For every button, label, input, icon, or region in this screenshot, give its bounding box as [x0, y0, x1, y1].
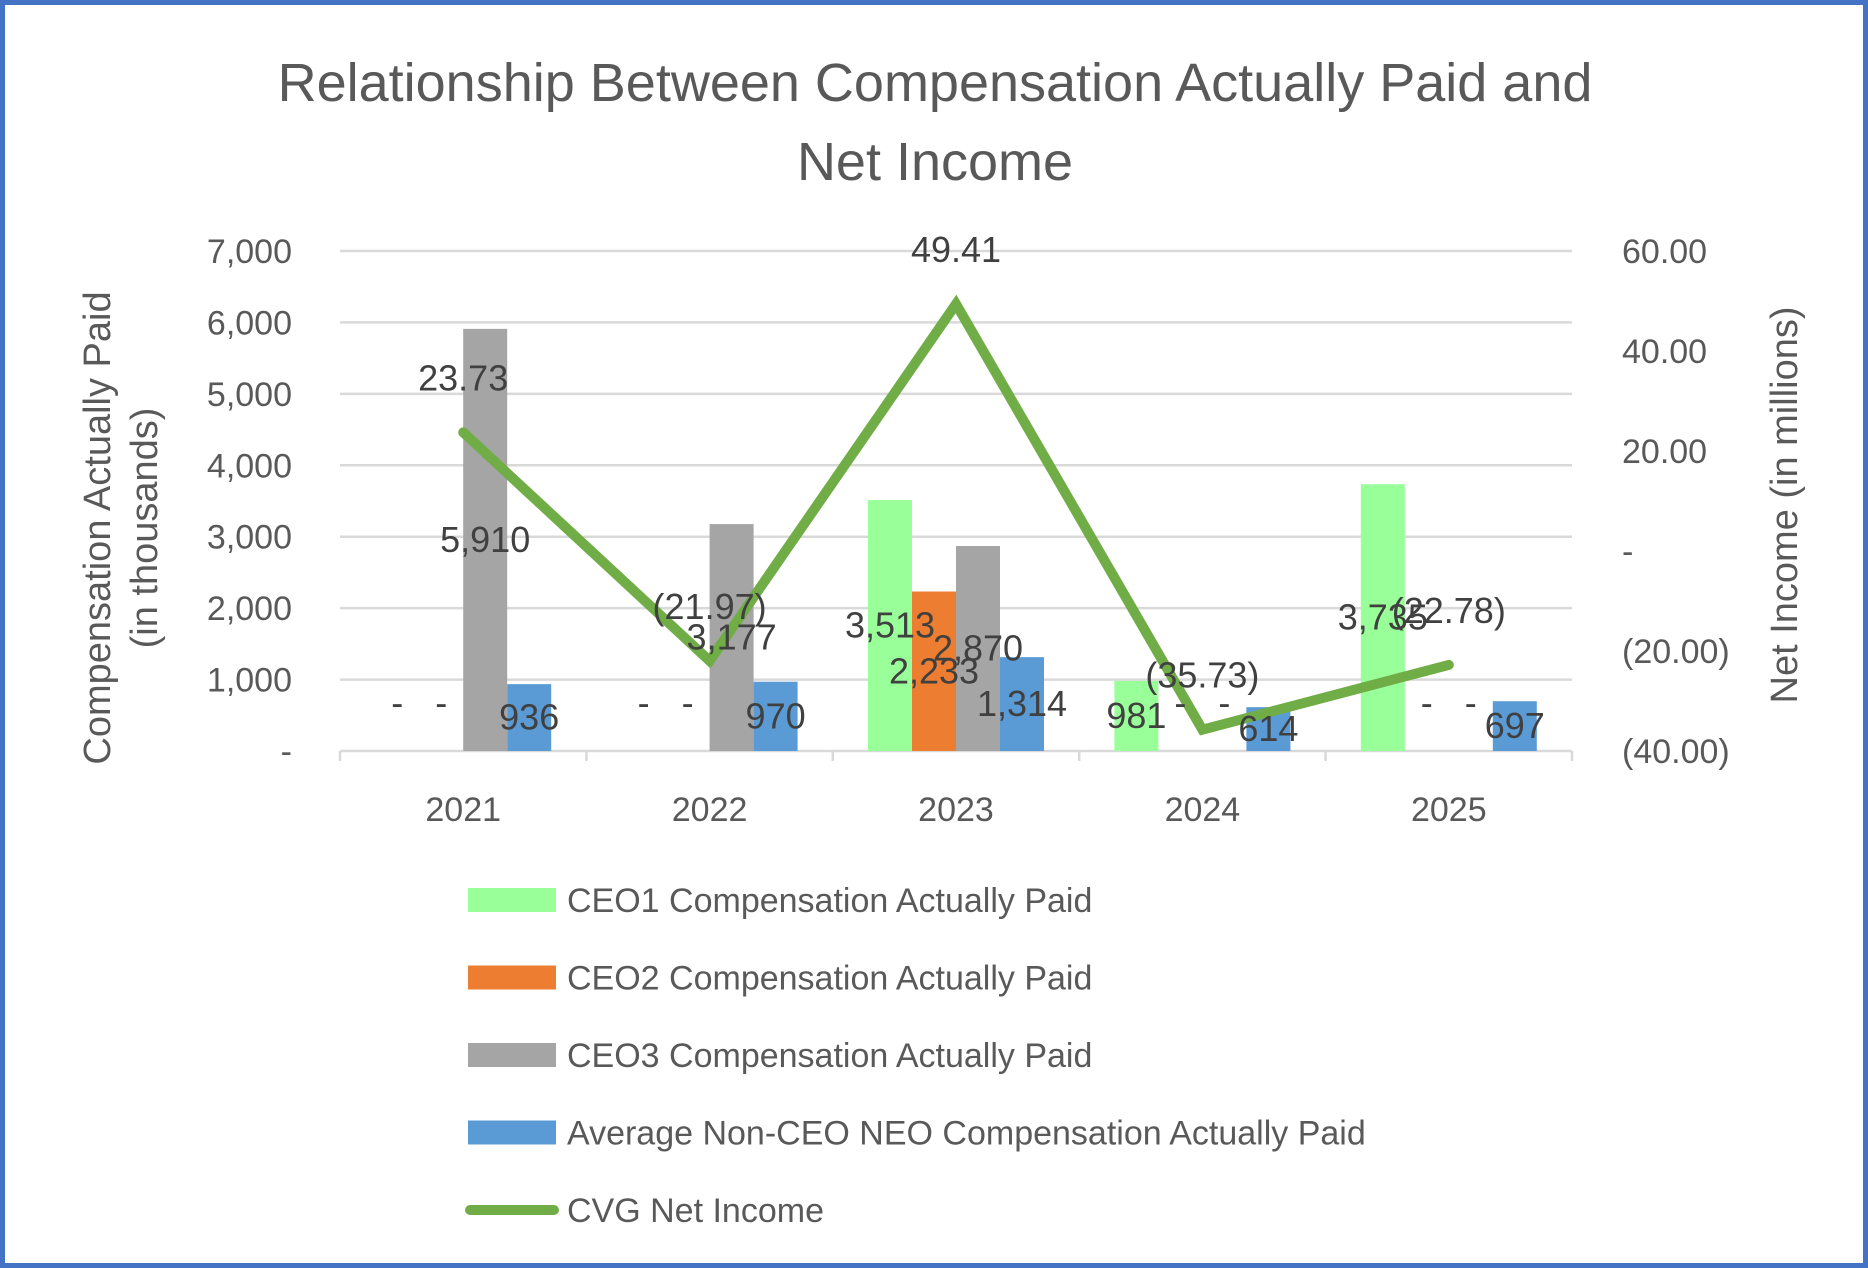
x-tick-label: 2021 [425, 791, 501, 829]
bar [1492, 701, 1537, 751]
axes: - 1,000 2,000 3,000 4,000 5,000 6,000 7,000 (40.… [207, 233, 1730, 829]
legend-label: CEO3 Compensation Actually Paid [567, 1037, 1092, 1075]
y-tick-label: 2,000 [207, 590, 292, 628]
bar-data-label: 2,233 [889, 650, 979, 691]
line-data-label: (22.78) [1392, 590, 1506, 631]
line-point [462, 431, 465, 434]
legend-label: Average Non-CEO NEO Compensation Actuall… [567, 1115, 1366, 1153]
bar [956, 546, 1000, 751]
bar-data-label: - [435, 682, 447, 723]
legend: CEO1 Compensation Actually Paid CEO2 Comp… [465, 882, 1366, 1230]
bar [507, 684, 552, 751]
y-axis-title-line-1: Compensation Actually Paid [77, 291, 119, 764]
x-tick-label: 2022 [672, 791, 748, 829]
bar-data-label: 5,910 [440, 519, 530, 560]
net-income-line-group [458, 294, 1454, 736]
line-data-label: (35.73) [1145, 655, 1259, 696]
bar-data-label: - [1465, 682, 1477, 723]
bar-data-label: 3,177 [687, 617, 777, 658]
bar-data-label: 936 [499, 697, 559, 738]
line-point [1447, 663, 1450, 666]
bar [868, 500, 912, 751]
y-tick-label: 5,000 [207, 376, 292, 414]
y2-tick-label: 20.00 [1622, 433, 1707, 471]
legend-label: CEO2 Compensation Actually Paid [567, 960, 1092, 998]
bars [463, 328, 1537, 751]
bar-data-label: 3,735 [1338, 597, 1428, 638]
y-tick-label: - [281, 733, 292, 771]
gridlines [340, 249, 1572, 681]
bar-data-label: 981 [1106, 695, 1166, 736]
bar-data-label: - [1218, 682, 1230, 723]
x-tick-label: 2024 [1165, 791, 1241, 829]
bar-data-label: - [1174, 682, 1186, 723]
line-data-label: 23.73 [418, 357, 508, 398]
bar-data-label: 614 [1238, 708, 1298, 749]
y-tick-label: 6,000 [207, 304, 292, 342]
y2-tick-label: 40.00 [1622, 333, 1707, 371]
bar [1360, 484, 1405, 751]
line-point [708, 659, 711, 662]
x-tick-label: 2023 [918, 791, 994, 829]
y-tick-label: 1,000 [207, 662, 292, 700]
chart-title-line-2: Net Income [797, 132, 1073, 192]
bar-data-label: 3,513 [845, 605, 935, 646]
chart-title-line-1: Relationship Between Compensation Actual… [278, 53, 1593, 113]
y-axis-title-line-2: (in thousands) [124, 408, 166, 649]
y2-tick-label: (20.00) [1622, 633, 1730, 671]
y2-tick-label: - [1622, 533, 1633, 571]
bar [463, 328, 508, 751]
bar-data-label: - [638, 682, 650, 723]
bar [1000, 657, 1044, 751]
y-tick-label: 4,000 [207, 447, 292, 485]
y-tick-label: 3,000 [207, 519, 292, 557]
y2-axis-title: Net Income (in millions) [1764, 307, 1806, 704]
y2-tick-label: (40.00) [1622, 733, 1730, 771]
x-tick-label: 2025 [1411, 791, 1487, 829]
line-data-label: (21.97) [653, 586, 767, 627]
bar-data-label: 1,314 [977, 683, 1067, 724]
bar-data-label: 2,870 [933, 628, 1023, 669]
legend-label: CEO1 Compensation Actually Paid [567, 882, 1092, 920]
legend-swatch [468, 1043, 556, 1067]
legend-swatch [468, 888, 556, 912]
bar [1114, 680, 1159, 751]
bar [912, 591, 956, 751]
bar-data-label: - [1421, 682, 1433, 723]
bar-data-label: 697 [1485, 705, 1545, 746]
legend-swatch [468, 1120, 556, 1145]
chart-svg: Relationship Between Compensation Actual… [77, 53, 1806, 1230]
y2-tick-label: 60.00 [1622, 233, 1707, 271]
line-data-label: 49.41 [911, 229, 1001, 270]
line-point [1201, 728, 1204, 731]
legend-label: CVG Net Income [567, 1192, 824, 1230]
bar-data-label: - [391, 682, 403, 723]
legend-swatch [468, 965, 556, 990]
bar-data-label: - [682, 682, 694, 723]
bar-data-label: 970 [746, 695, 806, 736]
bar [753, 681, 798, 751]
y-tick-label: 7,000 [207, 233, 292, 271]
line-point [955, 302, 957, 305]
